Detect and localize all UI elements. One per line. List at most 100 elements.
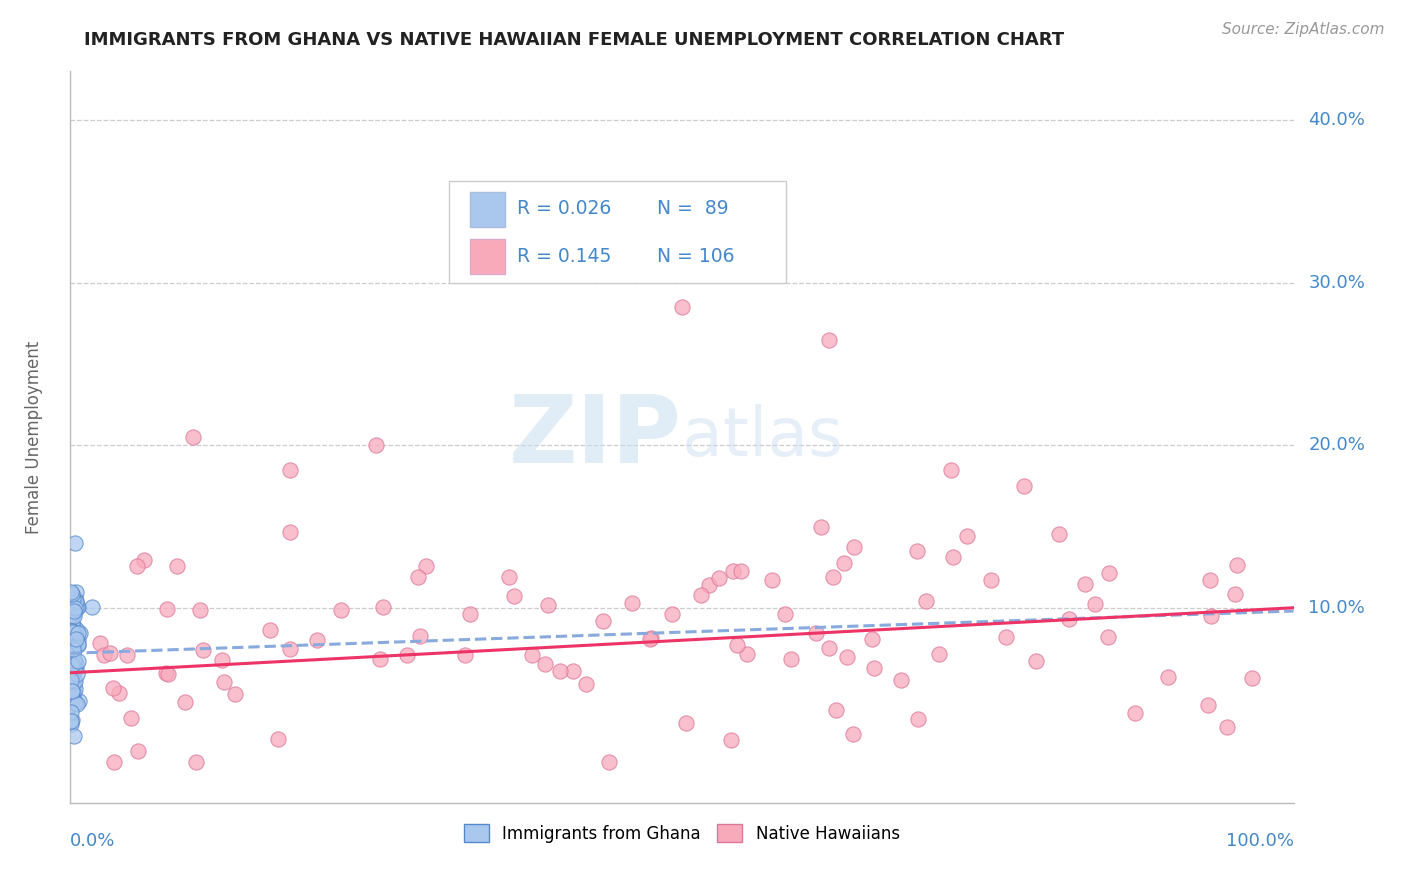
Point [60, 698, 83, 712]
Point [368, 652, 391, 666]
Point [278, 524, 301, 539]
Point [661, 607, 683, 621]
Point [60, 645, 83, 659]
Point [842, 540, 865, 554]
Point [415, 558, 437, 573]
Point [103, 755, 125, 769]
Point [211, 653, 233, 667]
Point [65, 585, 87, 599]
Point [60, 657, 83, 672]
Point [127, 744, 149, 758]
Point [93, 648, 115, 662]
Point [709, 571, 731, 585]
Point [67, 626, 90, 640]
Point [60, 713, 83, 727]
Point [59, 652, 82, 666]
FancyBboxPatch shape [470, 239, 505, 275]
Point [63, 682, 86, 697]
Point [63, 674, 86, 689]
Point [67, 633, 90, 648]
Point [1157, 670, 1180, 684]
Point [1223, 587, 1246, 601]
Point [173, 694, 195, 708]
Point [804, 626, 827, 640]
Text: R = 0.026: R = 0.026 [517, 199, 612, 218]
Point [721, 565, 744, 579]
Point [65, 661, 87, 675]
Point [1197, 698, 1219, 713]
Point [60, 668, 83, 682]
Point [1123, 706, 1146, 721]
Point [598, 755, 620, 769]
Point [156, 666, 179, 681]
Point [62, 658, 84, 673]
Point [69, 625, 91, 640]
Point [59, 645, 82, 659]
Text: R = 0.145: R = 0.145 [517, 246, 612, 266]
Point [63, 640, 86, 655]
Point [60, 615, 83, 630]
Text: ZIP: ZIP [509, 391, 682, 483]
Point [1216, 720, 1239, 734]
Point [520, 648, 543, 662]
Point [675, 715, 697, 730]
Point [60, 679, 83, 693]
Point [620, 596, 643, 610]
Point [62, 690, 84, 705]
Point [156, 602, 179, 616]
Point [63, 664, 86, 678]
Point [224, 687, 246, 701]
Point [267, 731, 290, 746]
Point [108, 686, 131, 700]
Point [537, 598, 560, 612]
Point [59, 584, 82, 599]
Text: 40.0%: 40.0% [1308, 112, 1365, 129]
Point [101, 681, 124, 695]
Point [498, 570, 520, 584]
Point [773, 607, 796, 622]
Point [184, 755, 207, 769]
Point [60, 644, 83, 658]
Text: IMMIGRANTS FROM GHANA VS NATIVE HAWAIIAN FEMALE UNEMPLOYMENT CORRELATION CHART: IMMIGRANTS FROM GHANA VS NATIVE HAWAIIAN… [84, 31, 1064, 49]
Text: N =  89: N = 89 [658, 199, 730, 218]
Point [939, 462, 962, 476]
Point [280, 462, 302, 476]
Legend: Immigrants from Ghana, Native Hawaiians: Immigrants from Ghana, Native Hawaiians [457, 818, 907, 849]
Point [60, 680, 83, 694]
Point [67, 638, 90, 652]
Point [188, 603, 211, 617]
Point [63, 591, 86, 605]
Point [62, 640, 84, 654]
Point [810, 520, 832, 534]
Point [63, 604, 86, 618]
Point [818, 640, 841, 655]
Point [62, 685, 84, 699]
Point [65, 629, 87, 643]
Point [817, 333, 839, 347]
Point [730, 565, 752, 579]
Point [65, 622, 87, 636]
Point [60, 598, 83, 612]
Point [82, 599, 104, 614]
Text: 30.0%: 30.0% [1308, 274, 1365, 292]
Point [860, 632, 883, 647]
Point [1084, 597, 1107, 611]
Point [62, 647, 84, 661]
Point [561, 664, 583, 678]
Point [841, 727, 863, 741]
Point [62, 672, 84, 686]
Point [832, 557, 855, 571]
Point [592, 615, 614, 629]
Point [779, 652, 801, 666]
Point [117, 648, 139, 662]
Point [67, 636, 90, 650]
Point [1225, 558, 1247, 572]
Point [307, 633, 329, 648]
Point [1241, 671, 1264, 685]
Text: 100.0%: 100.0% [1226, 832, 1294, 850]
Point [65, 667, 87, 681]
Point [60, 586, 83, 600]
Point [534, 657, 557, 671]
Point [63, 600, 86, 615]
Point [1057, 612, 1080, 626]
